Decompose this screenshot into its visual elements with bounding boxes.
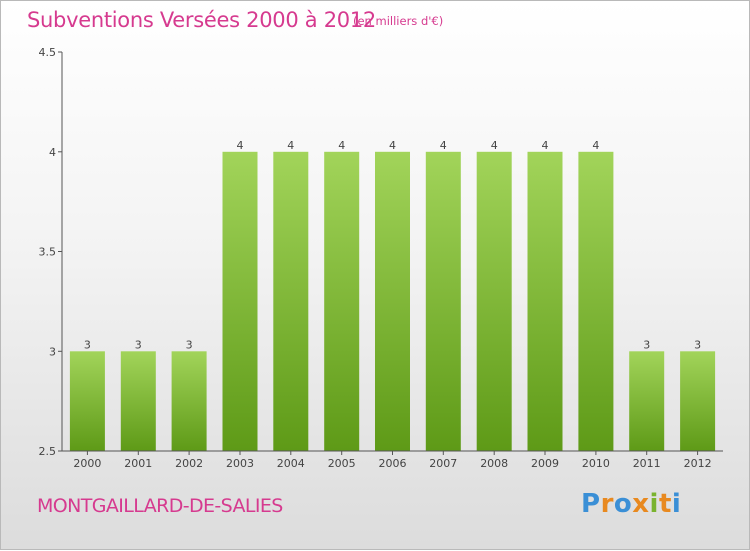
- data-label-2004: 4: [287, 139, 294, 152]
- bar-2007: [425, 151, 461, 452]
- y-tick-label-2.5: 2.5: [39, 445, 57, 458]
- bar-2012: [680, 351, 716, 452]
- x-tick-label-2003: 2003: [226, 457, 254, 470]
- data-label-2011: 3: [643, 338, 650, 351]
- logo-letter: i: [649, 489, 659, 519]
- x-tick-label-2000: 2000: [73, 457, 101, 470]
- labels-layer: 3 2000 3 2001 3 2002 4 2003 4 2004 4 2005 4 2006 4 2007…: [39, 46, 712, 470]
- logo-letter: t: [658, 489, 672, 519]
- data-label-2006: 4: [389, 139, 396, 152]
- proxiti-logo[interactable]: Proxiti: [581, 489, 681, 519]
- data-label-2007: 4: [440, 139, 447, 152]
- x-tick-label-2002: 2002: [175, 457, 203, 470]
- axes-layer: [58, 51, 723, 455]
- data-label-2002: 3: [186, 338, 193, 351]
- data-label-2000: 3: [84, 338, 91, 351]
- bars-layer: [69, 151, 716, 452]
- data-label-2010: 4: [592, 139, 599, 152]
- logo-letter: r: [600, 489, 614, 519]
- x-tick-label-2009: 2009: [531, 457, 559, 470]
- bar-2005: [324, 151, 360, 452]
- bar-2000: [69, 351, 105, 452]
- y-tick-label-4.5: 4.5: [39, 46, 57, 59]
- bar-2002: [171, 351, 207, 452]
- x-tick-label-2008: 2008: [480, 457, 508, 470]
- data-label-2009: 4: [542, 139, 549, 152]
- commune-name: MONTGAILLARD-DE-SALIES: [37, 495, 283, 517]
- x-tick-label-2010: 2010: [582, 457, 610, 470]
- chart-subtitle: (en milliers d'€): [353, 14, 444, 28]
- data-label-2003: 4: [237, 139, 244, 152]
- data-label-2008: 4: [491, 139, 498, 152]
- data-label-2012: 3: [694, 338, 701, 351]
- bar-2010: [578, 151, 614, 452]
- data-label-2001: 3: [135, 338, 142, 351]
- x-tick-label-2005: 2005: [328, 457, 356, 470]
- x-tick-label-2001: 2001: [124, 457, 152, 470]
- logo-letter: P: [581, 489, 601, 519]
- logo-letter: o: [613, 489, 633, 519]
- y-tick-label-3: 3: [49, 345, 56, 358]
- chart-title: Subventions Versées 2000 à 2012: [27, 8, 376, 32]
- y-tick-label-3.5: 3.5: [39, 246, 57, 259]
- bar-2008: [476, 151, 512, 452]
- x-tick-label-2007: 2007: [429, 457, 457, 470]
- data-label-2005: 4: [338, 139, 345, 152]
- logo-letter: i: [671, 489, 682, 519]
- bar-2001: [120, 351, 156, 452]
- x-tick-label-2012: 2012: [684, 457, 712, 470]
- bar-2003: [222, 151, 258, 452]
- bar-2004: [273, 151, 309, 452]
- bar-2011: [629, 351, 665, 452]
- x-tick-label-2004: 2004: [277, 457, 305, 470]
- x-tick-label-2011: 2011: [633, 457, 661, 470]
- logo-letter: x: [632, 489, 650, 519]
- bar-2006: [375, 151, 410, 452]
- bar-2009: [527, 151, 563, 452]
- x-tick-label-2006: 2006: [379, 457, 407, 470]
- y-tick-label-4: 4: [49, 146, 56, 159]
